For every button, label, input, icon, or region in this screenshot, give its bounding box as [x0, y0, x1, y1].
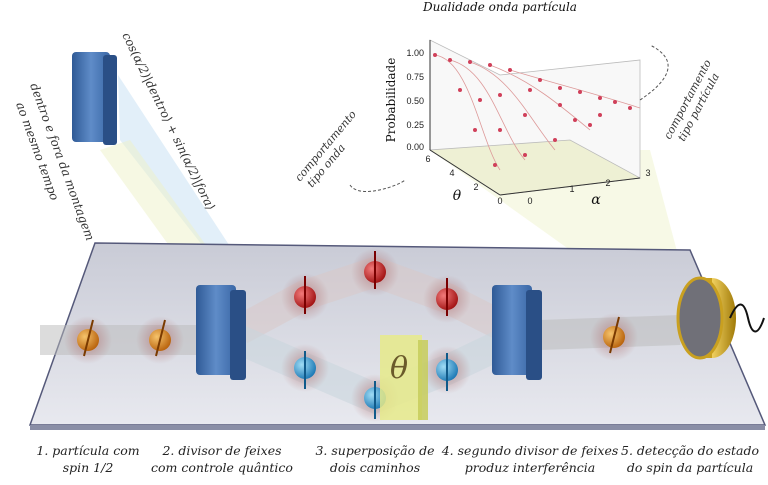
spin-particle	[64, 316, 112, 364]
caption: dois caminhos	[330, 460, 420, 475]
caption: 2. divisor de feixes	[161, 443, 281, 458]
detector	[676, 276, 765, 360]
caption: com controle quântico	[151, 460, 293, 475]
spin-up	[423, 275, 471, 323]
phase-shifter	[380, 335, 428, 420]
beam	[118, 75, 265, 300]
pointer	[639, 44, 669, 101]
tick-label: 0	[527, 196, 532, 206]
inset-plot	[428, 39, 642, 196]
phase-label: θ	[390, 351, 408, 386]
inset-title: Dualidade onda partícula	[422, 0, 577, 14]
tick-label: 6	[425, 154, 430, 164]
tick-label: 3	[645, 168, 650, 178]
pointer	[349, 179, 406, 192]
caption: produz interferência	[465, 460, 595, 475]
spin-particle	[136, 316, 184, 364]
tick-label: 0	[497, 196, 502, 206]
caption: do spin da partícula	[627, 460, 753, 475]
spin-up	[281, 273, 329, 321]
table-edge	[30, 425, 765, 430]
beam-splitter	[72, 52, 117, 145]
spin-down	[281, 344, 329, 392]
z-axis-label: Probabilidade	[384, 58, 398, 143]
spin-up	[351, 248, 399, 296]
caption: 5. detecção do estado	[621, 443, 759, 458]
caption: 1. partícula com	[36, 443, 139, 458]
spin-down	[423, 346, 471, 394]
tick-label: 0.50	[406, 96, 424, 106]
beam-splitter	[196, 285, 246, 380]
beam-splitter	[492, 285, 542, 380]
tick-label: 0.25	[406, 120, 424, 130]
caption: spin 1/2	[63, 460, 114, 475]
tick-label: 4	[449, 168, 454, 178]
tick-label: 0.00	[406, 142, 424, 152]
tick-label: 1.00	[406, 48, 424, 58]
theta-axis-label: θ	[453, 188, 462, 204]
tick-label: 2	[473, 182, 478, 192]
tick-label: 2	[605, 178, 610, 188]
tick-label: 0.75	[406, 72, 424, 82]
caption: 4. segundo divisor de feixes	[441, 443, 619, 458]
tick-label: 1	[569, 184, 574, 194]
spin-particle	[590, 313, 638, 361]
alpha-axis-label: α	[591, 192, 601, 208]
caption: 3. superposição de	[315, 443, 434, 458]
